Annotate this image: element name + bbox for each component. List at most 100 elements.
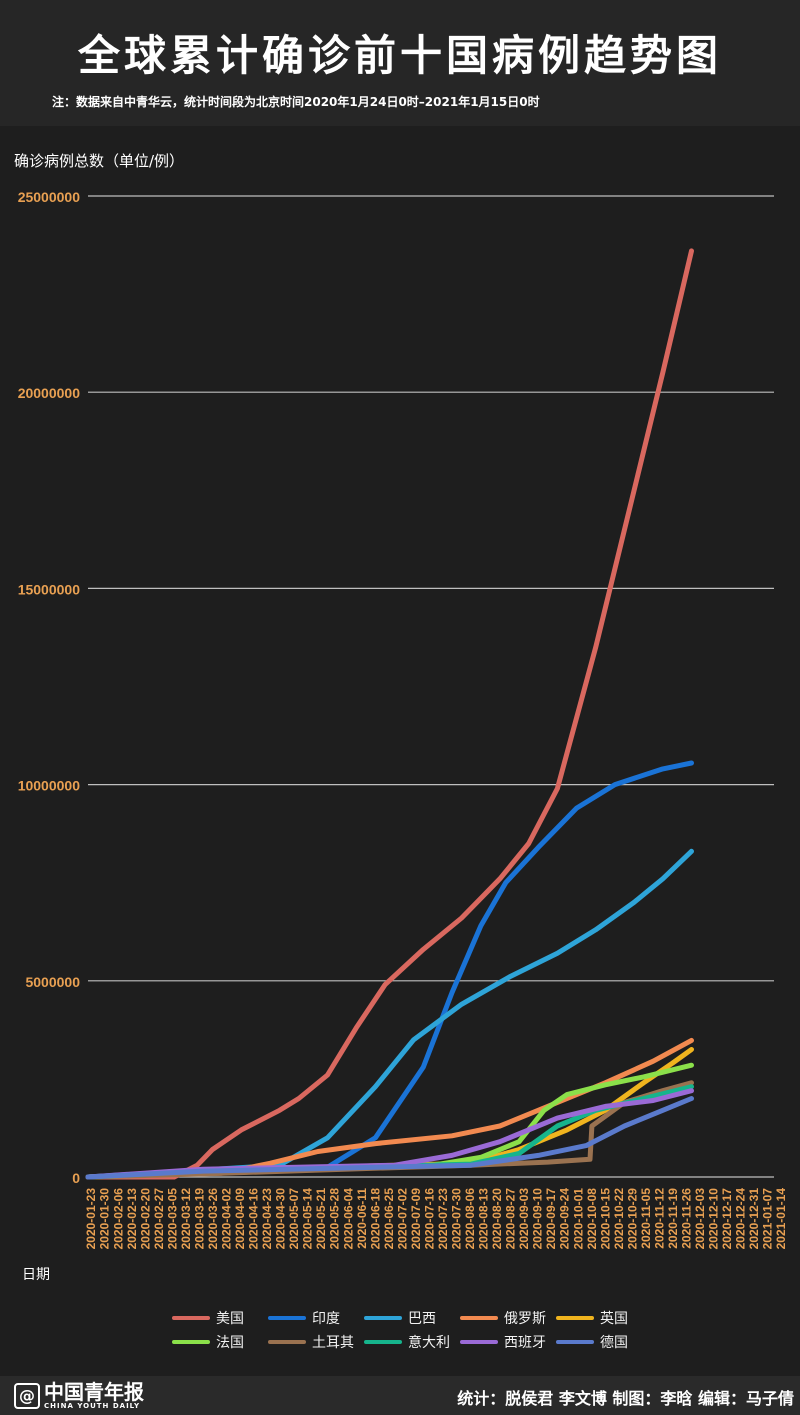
legend-swatch xyxy=(172,1316,210,1320)
x-tick-label: 2020-12-31 xyxy=(747,1188,761,1250)
legend-item: 俄罗斯 xyxy=(460,1308,546,1328)
x-tick-label: 2020-07-16 xyxy=(422,1188,436,1250)
header-bar xyxy=(0,0,800,126)
x-tick-label: 2020-06-18 xyxy=(368,1188,382,1250)
legend-swatch xyxy=(268,1340,306,1344)
x-tick-label: 2021-01-07 xyxy=(761,1188,775,1250)
x-tick-label: 2020-08-13 xyxy=(477,1188,491,1250)
legend-item: 土耳其 xyxy=(268,1332,354,1352)
legend-label: 俄罗斯 xyxy=(504,1311,546,1327)
x-tick-label: 2020-07-30 xyxy=(449,1188,463,1250)
legend-swatch xyxy=(172,1340,210,1344)
legend-label: 印度 xyxy=(312,1311,340,1327)
source-note: 注：数据来自中青华云，统计时间段为北京时间2020年1月24日0时–2021年1… xyxy=(52,95,540,109)
x-tick-label: 2020-10-29 xyxy=(625,1188,639,1250)
x-tick-label: 2020-11-26 xyxy=(679,1188,693,1249)
y-tick-label: 20000000 xyxy=(18,385,81,401)
footer-bar: @ 中国青年报 CHINA YOUTH DAILY 统计：脱侯君 李文博 制图：… xyxy=(0,1376,800,1415)
series-line xyxy=(85,248,694,1180)
x-tick-label: 2020-05-07 xyxy=(287,1188,301,1250)
series-line xyxy=(85,1096,694,1180)
legend-label: 土耳其 xyxy=(312,1335,354,1351)
x-tick-label: 2020-05-28 xyxy=(328,1188,342,1250)
x-tick-label: 2020-10-08 xyxy=(585,1188,599,1250)
series-line xyxy=(85,848,694,1180)
x-tick-label: 2020-04-23 xyxy=(260,1188,274,1250)
legend-label: 法国 xyxy=(216,1335,244,1351)
x-tick-label: 2020-02-27 xyxy=(152,1188,166,1250)
legend-item: 美国 xyxy=(172,1308,244,1328)
legend-swatch xyxy=(364,1316,402,1320)
line-chart: 确诊病例总数（单位/例） 0 5000000 10000000 15000000 2000… xyxy=(14,152,788,1283)
x-tick-label: 2020-09-03 xyxy=(517,1188,531,1250)
legend-swatch xyxy=(556,1340,594,1344)
x-tick-label: 2020-10-01 xyxy=(571,1188,585,1250)
x-tick-label: 2020-08-27 xyxy=(504,1188,518,1250)
x-tick-label: 2020-01-30 xyxy=(98,1188,112,1250)
x-tick-label: 2020-02-20 xyxy=(138,1188,152,1250)
x-tick-label: 2020-01-23 xyxy=(84,1188,98,1250)
x-axis-label: 日期 xyxy=(22,1267,50,1283)
logo-at-icon: @ xyxy=(14,1383,40,1409)
legend-swatch xyxy=(556,1316,594,1320)
x-tick-label: 2020-07-23 xyxy=(436,1188,450,1250)
x-tick-label: 2020-09-24 xyxy=(558,1188,572,1250)
logo-chinese-name: 中国青年报 xyxy=(44,1380,144,1404)
x-tick-label: 2020-11-12 xyxy=(652,1188,666,1249)
x-tick-label: 2020-10-22 xyxy=(612,1188,626,1250)
y-tick-label: 25000000 xyxy=(18,189,81,205)
x-tick-label: 2020-11-05 xyxy=(639,1188,653,1249)
legend-item: 意大利 xyxy=(364,1332,450,1352)
y-tick-label: 5000000 xyxy=(25,974,80,990)
x-tick-label: 2020-11-19 xyxy=(666,1188,680,1249)
y-tick-label: 0 xyxy=(72,1170,80,1186)
x-tick-label: 2020-07-09 xyxy=(409,1188,423,1250)
legend-label: 英国 xyxy=(600,1311,628,1327)
legend-item: 英国 xyxy=(556,1308,628,1328)
x-tick-label: 2020-06-04 xyxy=(341,1188,355,1250)
x-tick-label: 2020-04-02 xyxy=(219,1188,233,1250)
legend-item: 德国 xyxy=(556,1332,628,1352)
x-tick-label: 2020-08-20 xyxy=(490,1188,504,1250)
x-tick-label: 2020-04-16 xyxy=(247,1188,261,1250)
chart-title: 全球累计确诊前十国病例趋势图 xyxy=(77,31,722,80)
x-tick-label: 2021-01-14 xyxy=(774,1188,788,1250)
x-tick-label: 2020-09-10 xyxy=(531,1188,545,1250)
x-tick-label: 2020-12-24 xyxy=(734,1188,748,1250)
x-tick-label: 2020-12-10 xyxy=(707,1188,721,1250)
legend-label: 德国 xyxy=(600,1335,628,1351)
publisher-logo: @ 中国青年报 CHINA YOUTH DAILY xyxy=(14,1382,144,1410)
x-tick-label: 2020-03-05 xyxy=(165,1188,179,1250)
x-tick-label: 2020-03-26 xyxy=(206,1188,220,1250)
legend-swatch xyxy=(364,1340,402,1344)
x-tick-label: 2020-12-17 xyxy=(720,1188,734,1250)
legend-label: 意大利 xyxy=(408,1335,450,1351)
credits: 统计：脱侯君 李文博 制图：李晗 编辑：马子倩 xyxy=(457,1389,794,1408)
legend-item: 巴西 xyxy=(364,1308,436,1328)
x-tick-label: 2020-10-15 xyxy=(598,1188,612,1250)
legend-label: 巴西 xyxy=(408,1311,436,1327)
legend-swatch xyxy=(268,1316,306,1320)
legend-item: 法国 xyxy=(172,1332,244,1352)
legend-swatch xyxy=(460,1316,498,1320)
x-tick-label: 2020-03-19 xyxy=(192,1188,206,1250)
y-axis-label: 确诊病例总数（单位/例） xyxy=(14,152,184,170)
legend-item: 印度 xyxy=(268,1308,340,1328)
x-tick-label: 2020-06-25 xyxy=(382,1188,396,1250)
legend-swatch xyxy=(460,1340,498,1344)
x-tick-label: 2020-09-17 xyxy=(544,1188,558,1250)
x-tick-label: 2020-03-12 xyxy=(179,1188,193,1250)
y-tick-label: 15000000 xyxy=(18,581,81,597)
x-tick-label: 2020-02-13 xyxy=(125,1188,139,1250)
x-tick-label: 2020-04-09 xyxy=(233,1188,247,1250)
x-tick-label: 2020-06-11 xyxy=(355,1188,369,1249)
legend-item: 西班牙 xyxy=(460,1332,546,1352)
legend-label: 美国 xyxy=(216,1311,244,1327)
legend-label: 西班牙 xyxy=(504,1335,546,1351)
x-tick-label: 2020-05-21 xyxy=(314,1188,328,1250)
x-tick-label: 2020-08-06 xyxy=(463,1188,477,1250)
y-tick-label: 10000000 xyxy=(18,778,81,794)
x-tick-label: 2020-02-06 xyxy=(111,1188,125,1250)
x-tick-label: 2020-05-14 xyxy=(301,1188,315,1250)
x-tick-label: 2020-12-03 xyxy=(693,1188,707,1250)
